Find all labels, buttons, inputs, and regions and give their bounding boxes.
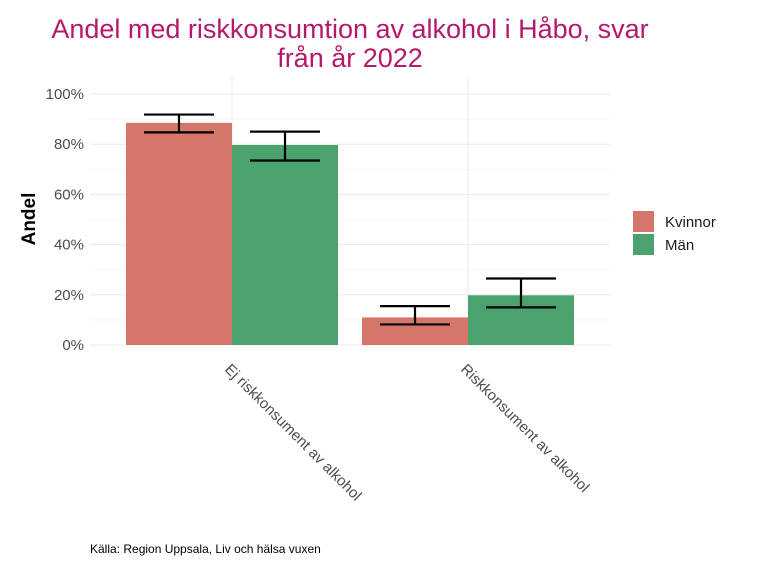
legend-label-män: Män xyxy=(665,237,694,254)
legend-label-kvinnor: Kvinnor xyxy=(665,214,716,231)
y-tick-label: 40% xyxy=(54,237,84,254)
bars xyxy=(126,122,574,346)
y-tick-label: 20% xyxy=(54,287,84,304)
y-tick-label: 0% xyxy=(62,337,84,354)
chart-title: Andel med riskkonsumtion av alkohol i Hå… xyxy=(51,14,648,73)
error-bar-män-1 xyxy=(250,130,320,162)
x-tick-label: Ej riskkonsument av alkohol xyxy=(221,361,364,504)
y-tick-label: 60% xyxy=(54,186,84,203)
error-bar-män-2 xyxy=(486,277,556,309)
legend-swatch-män xyxy=(633,234,654,255)
source-caption: Källa: Region Uppsala, Liv och hälsa vux… xyxy=(90,542,321,556)
error-bar-kvinnor-1 xyxy=(144,113,214,134)
error-bar-kvinnor-2 xyxy=(380,304,450,326)
legend: Kvinnor Män xyxy=(633,211,716,255)
error-bars xyxy=(144,113,556,326)
y-tick-label: 100% xyxy=(46,86,84,103)
y-tick-label: 80% xyxy=(54,136,84,153)
legend-swatch-kvinnor xyxy=(633,211,654,232)
y-axis-label: Andel xyxy=(19,193,40,246)
chart-title-line-1: Andel med riskkonsumtion av alkohol i Hå… xyxy=(51,14,648,44)
chart-title-line-2: från år 2022 xyxy=(277,43,423,73)
bar-kvinnor-1 xyxy=(126,122,232,346)
x-axis: Ej riskkonsument av alkohol Riskkonsument… xyxy=(221,361,592,504)
bar-män-1 xyxy=(232,144,338,345)
y-axis: 0% 20% 40% 60% 80% 100% xyxy=(46,86,84,354)
x-tick-label: Riskkonsument av alkohol xyxy=(457,361,592,496)
